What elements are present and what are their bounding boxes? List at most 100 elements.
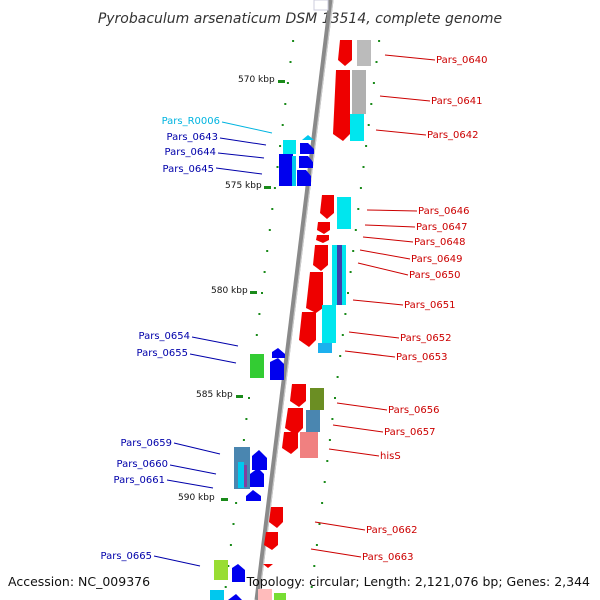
- gene-bar-pars-0654[interactable]: [250, 354, 264, 378]
- label-pars-0644[interactable]: Pars_0644: [165, 147, 216, 158]
- gene-arrow-pars-0651[interactable]: [306, 272, 323, 313]
- leader-pars-0653: [344, 350, 396, 358]
- label-pars-0665[interactable]: Pars_0665: [101, 551, 152, 562]
- scale-tick-dot: [292, 40, 295, 42]
- label-pars-0655[interactable]: Pars_0655: [137, 348, 188, 359]
- label-hiss[interactable]: hisS: [380, 451, 401, 462]
- scale-tick-dot: [323, 481, 326, 483]
- gene-arrow-pars-0656[interactable]: [290, 384, 306, 407]
- label-pars-0645[interactable]: Pars_0645: [163, 164, 214, 175]
- gene-bar-pars-0660-strip[interactable]: [244, 465, 247, 487]
- gene-bottom-fragment-pink[interactable]: [258, 589, 272, 600]
- gene-arrow-pars-0641[interactable]: [333, 70, 350, 141]
- gene-arrow-pars-0652[interactable]: [299, 312, 316, 347]
- gene-bar-pars-0646[interactable]: [337, 197, 351, 229]
- gene-arrow-small[interactable]: [263, 564, 273, 568]
- gene-arrow-pars-0643[interactable]: [300, 143, 314, 154]
- gene-bar-pars-0643[interactable]: [283, 140, 296, 154]
- scale-tick-dot: [266, 250, 269, 252]
- gene-bottom-fragment-green[interactable]: [274, 593, 286, 600]
- gene-arrow-pars-0665[interactable]: [232, 564, 245, 582]
- scale-tick-dot: [326, 460, 329, 462]
- label-pars-0660[interactable]: Pars_0660: [117, 459, 168, 470]
- gene-arrow-pars-0654[interactable]: [272, 348, 285, 358]
- gene-arrow-pars-0657[interactable]: [285, 408, 303, 435]
- leader-pars-0646: [366, 209, 418, 212]
- gene-bar-pars-0660[interactable]: [238, 462, 244, 488]
- gene-bar-pars-0665[interactable]: [214, 560, 228, 580]
- gene-bottom-fragment-blue[interactable]: [228, 594, 242, 600]
- leader-pars-0648: [362, 236, 414, 243]
- scale-tick-dot: [271, 208, 274, 210]
- label-pars-0654[interactable]: Pars_0654: [139, 331, 190, 342]
- label-pars-0651[interactable]: Pars_0651: [404, 300, 455, 311]
- leader-pars-0665: [153, 555, 201, 567]
- gene-bar-pars-0640[interactable]: [357, 40, 371, 66]
- gene-arrow-pars-0663[interactable]: [264, 532, 278, 550]
- gene-bar-pars-0645[interactable]: [279, 154, 293, 186]
- label-pars-0662[interactable]: Pars_0662: [366, 525, 417, 536]
- label-pars-r0006[interactable]: Pars_R0006: [162, 116, 220, 127]
- kbp-label-590: 590 kbp: [178, 493, 215, 503]
- leader-pars-0663: [310, 548, 362, 558]
- scale-tick-dot: [365, 145, 368, 147]
- gene-bar-pars-0656[interactable]: [310, 388, 324, 410]
- gene-bar-pars-0657[interactable]: [306, 410, 320, 432]
- gene-arrow-pars-0645[interactable]: [297, 170, 311, 186]
- gene-arrow-pars-0655[interactable]: [270, 358, 284, 380]
- gene-bar-pars-0651[interactable]: [322, 305, 336, 343]
- gene-arrow-pars-0648[interactable]: [316, 235, 329, 243]
- label-pars-0652[interactable]: Pars_0652: [400, 333, 451, 344]
- gene-arrow-pars-r0006[interactable]: [302, 135, 314, 140]
- kbp-tick-585: [236, 395, 243, 398]
- label-pars-0663[interactable]: Pars_0663: [362, 552, 413, 563]
- gene-arrow-pars-0661[interactable]: [246, 490, 261, 501]
- label-pars-0646[interactable]: Pars_0646: [418, 206, 469, 217]
- label-pars-0656[interactable]: Pars_0656: [388, 405, 439, 416]
- scale-tick-dot: [372, 82, 375, 84]
- gene-bottom-fragment-cyan[interactable]: [210, 590, 224, 600]
- scale-tick-dot: [336, 376, 339, 378]
- label-pars-0650[interactable]: Pars_0650: [409, 270, 460, 281]
- gene-arrow-pars-0659[interactable]: [252, 450, 267, 470]
- leader-pars-0652: [348, 331, 400, 339]
- gene-bar-hiss[interactable]: [300, 432, 318, 458]
- gene-arrow-hiss[interactable]: [282, 432, 298, 454]
- leader-pars-0645: [215, 167, 263, 175]
- gene-arrow-pars-0644[interactable]: [299, 156, 313, 168]
- scale-tick-dot: [227, 565, 230, 567]
- leader-pars-r0006: [221, 121, 273, 134]
- gene-arrow-pars-0649[interactable]: [313, 245, 328, 271]
- gene-arrow-pars-0647[interactable]: [317, 222, 330, 234]
- label-pars-0640[interactable]: Pars_0640: [436, 55, 487, 66]
- label-pars-0641[interactable]: Pars_0641: [431, 96, 482, 107]
- scale-tick-dot: [224, 586, 227, 588]
- scale-tick-dot: [328, 439, 331, 441]
- label-pars-0653[interactable]: Pars_0653: [396, 352, 447, 363]
- gene-arrow-pars-0662[interactable]: [269, 507, 283, 528]
- scale-tick-dot: [281, 124, 284, 126]
- scale-tick-dot: [318, 523, 321, 525]
- gene-bar-pars-0645-strip[interactable]: [292, 156, 296, 186]
- label-pars-0649[interactable]: Pars_0649: [411, 254, 462, 265]
- gene-bar-pars-0653[interactable]: [318, 343, 332, 353]
- label-pars-0647[interactable]: Pars_0647: [416, 222, 467, 233]
- gene-arrow-pars-0640[interactable]: [338, 40, 352, 66]
- label-pars-0642[interactable]: Pars_0642: [427, 130, 478, 141]
- scale-tick-dot: [289, 61, 292, 63]
- gene-top-fragment[interactable]: [313, 0, 329, 11]
- label-pars-0648[interactable]: Pars_0648: [414, 237, 465, 248]
- gene-bar-pars-0650[interactable]: [337, 245, 342, 305]
- scale-tick-dot: [284, 103, 287, 105]
- label-pars-0643[interactable]: Pars_0643: [167, 132, 218, 143]
- gene-bar-pars-0641[interactable]: [352, 70, 366, 114]
- label-pars-0661[interactable]: Pars_0661: [114, 475, 165, 486]
- scale-tick-dot: [321, 502, 324, 504]
- label-pars-0659[interactable]: Pars_0659: [121, 438, 172, 449]
- gene-arrow-pars-0660[interactable]: [250, 468, 264, 487]
- scale-tick-dot: [286, 82, 289, 84]
- gene-arrow-pars-0646[interactable]: [320, 195, 334, 219]
- label-pars-0657[interactable]: Pars_0657: [384, 427, 435, 438]
- gene-bar-pars-0642[interactable]: [350, 114, 364, 141]
- scale-tick-dot: [310, 586, 313, 588]
